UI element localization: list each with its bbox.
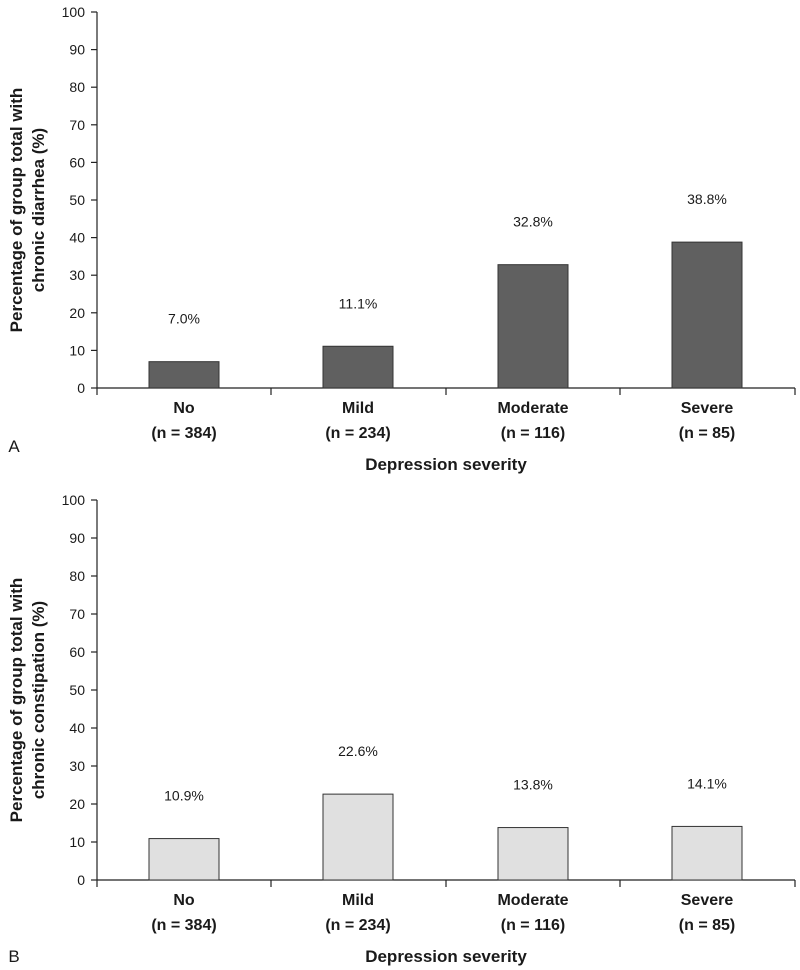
y-tick-label: 70 bbox=[69, 606, 85, 622]
bar-mild bbox=[322, 345, 394, 389]
bar-moderate bbox=[497, 264, 569, 389]
category-label: Mild bbox=[342, 400, 374, 417]
bar-no bbox=[148, 361, 220, 389]
y-tick-label: 30 bbox=[69, 758, 85, 774]
category-n-label: (n = 234) bbox=[325, 917, 390, 934]
y-tick-label: 0 bbox=[77, 380, 85, 396]
category-n-label: (n = 234) bbox=[325, 425, 390, 442]
category-label: No bbox=[173, 400, 195, 417]
y-tick-label: 80 bbox=[69, 79, 85, 95]
y-tick-label: 60 bbox=[69, 644, 85, 660]
y-tick-label: 100 bbox=[62, 4, 86, 20]
y-tick-label: 90 bbox=[69, 42, 85, 58]
category-label: No bbox=[173, 892, 195, 909]
bar-moderate bbox=[497, 827, 569, 881]
y-tick-label: 50 bbox=[69, 192, 85, 208]
data-label: 10.9% bbox=[164, 788, 204, 804]
bar-mild bbox=[322, 793, 394, 881]
y-tick-label: 10 bbox=[69, 342, 85, 358]
y-tick-label: 50 bbox=[69, 682, 85, 698]
category-label: Severe bbox=[681, 400, 734, 417]
y-axis-title-line: chronic diarrhea (%) bbox=[29, 128, 48, 292]
panel-label: B bbox=[8, 947, 19, 966]
category-label: Severe bbox=[681, 892, 734, 909]
y-tick-label: 40 bbox=[69, 720, 85, 736]
bar-severe bbox=[671, 241, 743, 389]
category-n-label: (n = 85) bbox=[679, 917, 735, 934]
y-tick-label: 20 bbox=[69, 796, 85, 812]
x-axis-title: Depression severity bbox=[365, 455, 527, 474]
category-n-label: (n = 116) bbox=[501, 917, 565, 934]
data-label: 22.6% bbox=[338, 743, 378, 759]
category-label: Mild bbox=[342, 892, 374, 909]
x-axis-title: Depression severity bbox=[365, 947, 527, 966]
data-label: 7.0% bbox=[168, 311, 200, 327]
bar-no bbox=[148, 838, 220, 881]
category-n-label: (n = 384) bbox=[151, 917, 216, 934]
category-n-label: (n = 116) bbox=[501, 425, 565, 442]
category-label: Moderate bbox=[497, 892, 568, 909]
y-axis-title-line: chronic constipation (%) bbox=[29, 601, 48, 799]
y-tick-label: 100 bbox=[62, 492, 86, 508]
y-axis-title-line: Percentage of group total with bbox=[7, 88, 26, 333]
y-tick-label: 20 bbox=[69, 305, 85, 321]
y-axis-title-line: Percentage of group total with bbox=[7, 578, 26, 823]
category-n-label: (n = 384) bbox=[151, 425, 216, 442]
category-label: Moderate bbox=[497, 400, 568, 417]
y-tick-label: 90 bbox=[69, 530, 85, 546]
data-label: 14.1% bbox=[687, 775, 727, 791]
panel-label: A bbox=[8, 437, 20, 456]
panel-b: 0 10 20 30 40 50 60 70 80 90 100 10.9% No (n = 384) 22… bbox=[7, 492, 796, 966]
panel-a: 0 10 20 30 40 50 60 70 80 90 100 7.0% No (n = 384) 11.… bbox=[7, 4, 796, 474]
y-tick-label: 0 bbox=[77, 872, 85, 888]
y-tick-label: 10 bbox=[69, 834, 85, 850]
data-label: 32.8% bbox=[513, 214, 553, 230]
y-tick-label: 70 bbox=[69, 117, 85, 133]
category-n-label: (n = 85) bbox=[679, 425, 735, 442]
y-tick-label: 80 bbox=[69, 568, 85, 584]
data-label: 38.8% bbox=[687, 191, 727, 207]
data-label: 11.1% bbox=[339, 295, 378, 311]
y-tick-label: 60 bbox=[69, 154, 85, 170]
y-tick-label: 40 bbox=[69, 230, 85, 246]
data-label: 13.8% bbox=[513, 777, 553, 793]
y-tick-label: 30 bbox=[69, 267, 85, 283]
bar-severe bbox=[671, 825, 743, 881]
